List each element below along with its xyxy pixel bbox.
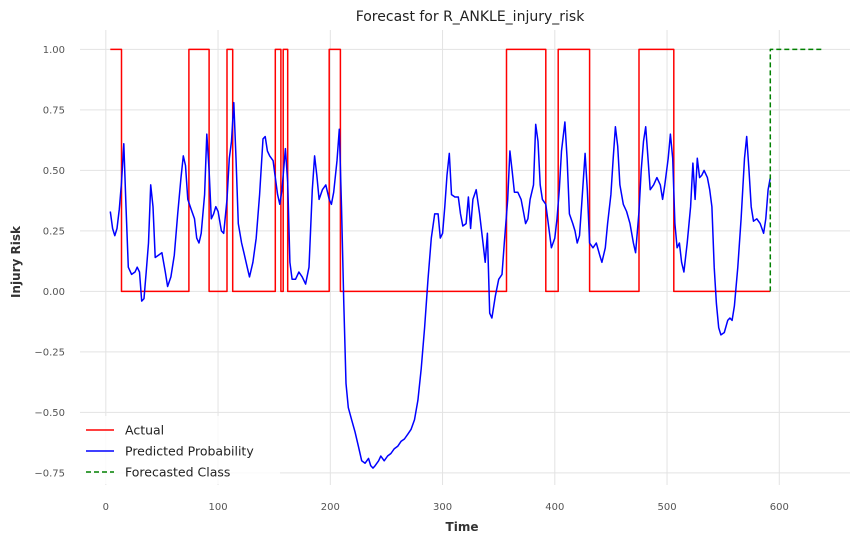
y-tick-label: 1.00: [43, 45, 65, 56]
x-tick-label: 100: [209, 502, 228, 513]
x-tick-labels: 0 100 200 300 400 500 600: [103, 502, 789, 513]
y-tick-label: −0.75: [34, 468, 65, 479]
x-tick-label: 400: [545, 502, 564, 513]
x-tick-label: 500: [657, 502, 676, 513]
series-layer: [109, 48, 825, 469]
x-tick-label: 600: [770, 502, 789, 513]
forecasted-class-line: [769, 48, 825, 292]
y-tick-label: 0.75: [43, 105, 65, 116]
x-gridlines: [105, 30, 780, 485]
legend-label-actual: Actual: [125, 423, 164, 438]
chart-title: Forecast for R_ANKLE_injury_risk: [356, 9, 586, 25]
legend-label-forecast: Forecasted Class: [125, 465, 230, 480]
y-tick-label: −0.50: [34, 408, 65, 419]
y-tick-label: 0.50: [43, 166, 65, 177]
x-tick-label: 0: [103, 502, 109, 513]
predicted-probability-line: [109, 101, 772, 469]
x-tick-label: 300: [433, 502, 452, 513]
y-axis-label: Injury Risk: [9, 225, 23, 298]
legend-label-predicted: Predicted Probability: [125, 444, 254, 459]
legend: Actual Predicted Probability Forecasted …: [80, 416, 280, 484]
y-tick-label: −0.25: [34, 347, 65, 358]
x-tick-label: 200: [321, 502, 340, 513]
actual-line: [110, 48, 771, 293]
y-tick-label: 0.00: [43, 287, 65, 298]
x-axis-label: Time: [446, 520, 479, 534]
y-tick-label: 0.25: [43, 226, 65, 237]
y-tick-labels: 1.00 0.75 0.50 0.25 0.00 −0.25 −0.50 −0.75: [34, 45, 65, 480]
